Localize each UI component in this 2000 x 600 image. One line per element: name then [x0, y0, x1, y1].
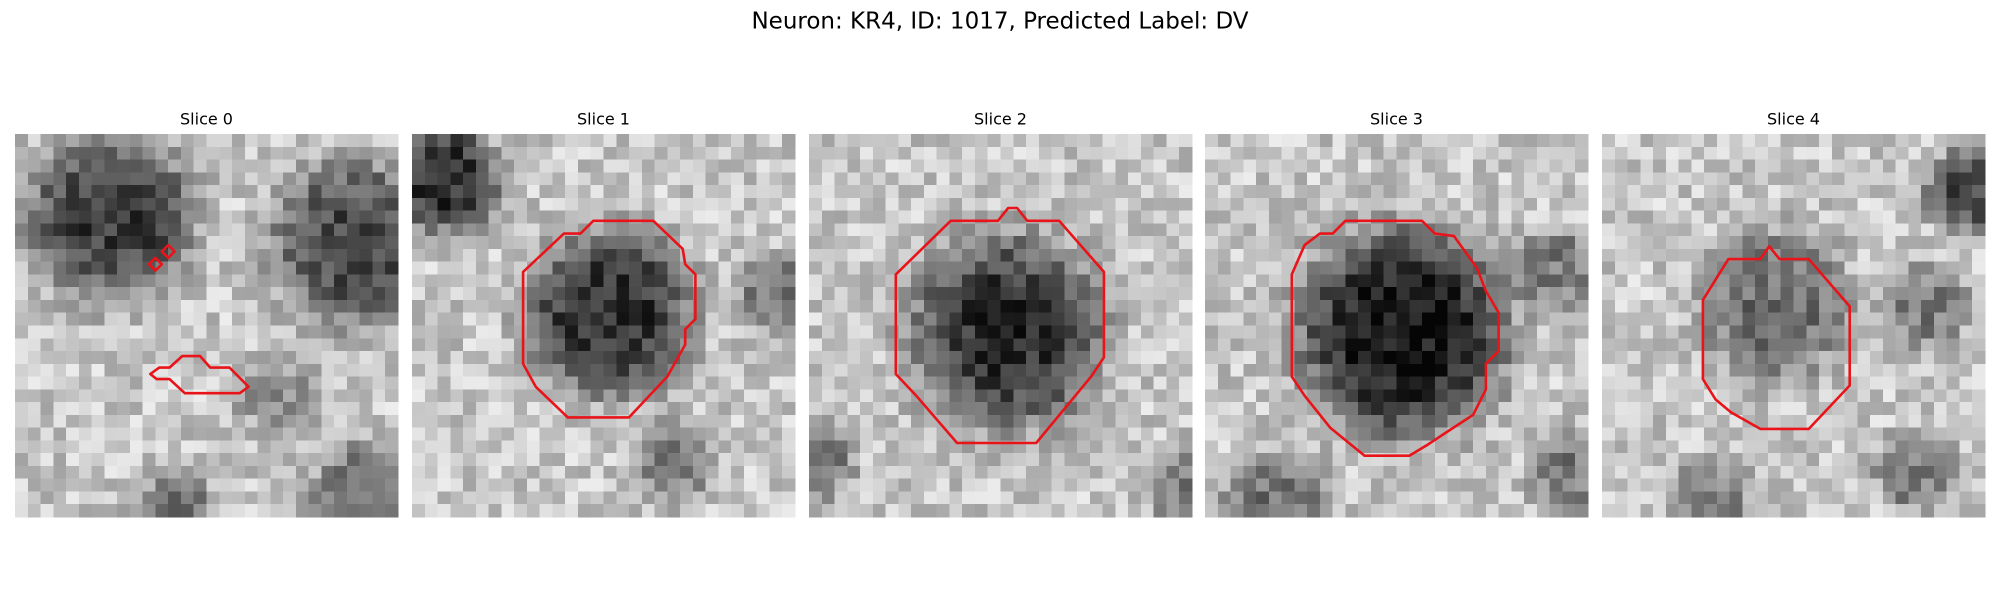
slice-image: [1602, 134, 1986, 518]
contour: [894, 206, 1106, 445]
contour: [147, 256, 164, 272]
contour: [1290, 219, 1500, 458]
panel-title: Slice 1: [577, 110, 630, 129]
contour: [160, 243, 176, 260]
figure-title: Neuron: KR4, ID: 1017, Predicted Label: …: [751, 9, 1248, 35]
contour: [149, 354, 250, 395]
slice-image: [412, 134, 796, 518]
slice-image: [1205, 134, 1589, 518]
contour: [1701, 245, 1851, 431]
slice-image: [15, 134, 399, 518]
panel-title: Slice 4: [1767, 110, 1820, 129]
contour: [521, 219, 697, 419]
panel-title: Slice 2: [974, 110, 1027, 129]
slice-image: [809, 134, 1193, 518]
panel-title: Slice 3: [1370, 110, 1423, 129]
panel-title: Slice 0: [180, 110, 233, 129]
